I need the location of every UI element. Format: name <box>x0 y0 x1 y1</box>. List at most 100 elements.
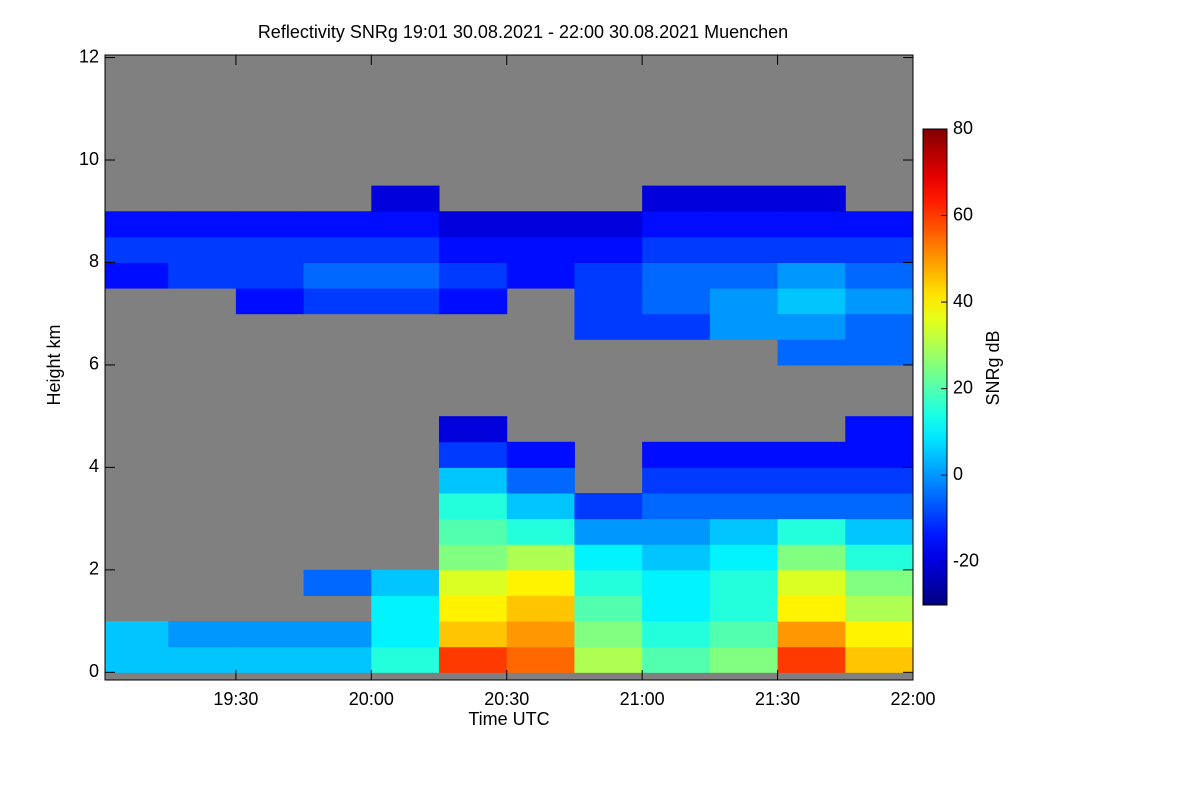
cell <box>105 646 169 673</box>
cell <box>168 211 237 238</box>
cell <box>439 441 508 468</box>
cell <box>845 544 913 571</box>
cell <box>845 569 913 596</box>
x-tick-label: 20:30 <box>484 689 529 709</box>
cell <box>777 493 846 520</box>
cell <box>642 262 711 289</box>
cell <box>845 595 913 622</box>
cell <box>709 288 779 315</box>
cell <box>371 569 440 596</box>
cell <box>777 313 846 340</box>
cell <box>439 416 508 443</box>
cell <box>439 621 508 648</box>
cell <box>168 621 237 648</box>
cell <box>371 185 440 212</box>
cell <box>709 595 779 622</box>
cell <box>235 262 305 289</box>
cell <box>709 646 779 673</box>
cell <box>506 646 575 673</box>
cell <box>371 262 440 289</box>
cell <box>777 441 846 468</box>
cell <box>642 569 711 596</box>
cell <box>506 595 575 622</box>
cell <box>845 416 913 443</box>
cell <box>642 595 711 622</box>
cell <box>777 467 846 494</box>
cell <box>777 339 846 366</box>
cell <box>371 288 440 315</box>
cell <box>439 236 508 263</box>
cell <box>709 441 779 468</box>
cell <box>371 646 440 673</box>
cell <box>574 288 643 315</box>
cell <box>303 262 372 289</box>
cell <box>709 518 779 545</box>
cell <box>506 236 575 263</box>
cell <box>303 621 372 648</box>
cell <box>642 441 711 468</box>
cell <box>574 595 643 622</box>
cell <box>574 646 643 673</box>
cell <box>168 236 237 263</box>
cell <box>642 518 711 545</box>
cell <box>845 262 913 289</box>
x-tick-label: 21:00 <box>620 689 665 709</box>
cell <box>506 544 575 571</box>
chart-title: Reflectivity SNRg 19:01 30.08.2021 - 22:… <box>258 22 788 42</box>
cell <box>845 493 913 520</box>
cell <box>574 621 643 648</box>
cell <box>777 518 846 545</box>
colorbar <box>922 128 948 606</box>
cell <box>439 544 508 571</box>
cell <box>709 262 779 289</box>
cell <box>777 288 846 315</box>
cell <box>303 646 372 673</box>
cell <box>168 646 237 673</box>
cell <box>105 236 169 263</box>
cell <box>506 621 575 648</box>
cell <box>777 262 846 289</box>
cell <box>235 621 305 648</box>
cell <box>439 595 508 622</box>
cell <box>168 262 237 289</box>
plot-frame <box>104 54 914 681</box>
cell <box>574 262 643 289</box>
y-tick-label: 8 <box>89 251 99 271</box>
y-tick-label: 12 <box>79 46 99 66</box>
cell <box>439 493 508 520</box>
cell <box>777 595 846 622</box>
cell <box>439 518 508 545</box>
y-tick-label: 6 <box>89 354 99 374</box>
cell <box>235 646 305 673</box>
y-tick-label: 10 <box>79 149 99 169</box>
cell <box>574 518 643 545</box>
x-axis-label: Time UTC <box>468 709 549 729</box>
cell <box>105 211 169 238</box>
cell <box>506 467 575 494</box>
cell <box>506 493 575 520</box>
cell <box>439 288 508 315</box>
cell <box>235 288 305 315</box>
cell <box>439 569 508 596</box>
x-tick-label: 21:30 <box>755 689 800 709</box>
cell <box>105 262 169 289</box>
y-axis-label: Height km <box>44 324 64 405</box>
cell <box>506 569 575 596</box>
cell <box>303 569 372 596</box>
cell <box>709 467 779 494</box>
cell <box>574 313 643 340</box>
cell <box>506 441 575 468</box>
cell <box>845 236 913 263</box>
cell <box>777 621 846 648</box>
cell <box>845 339 913 366</box>
cell <box>845 621 913 648</box>
cell <box>303 211 372 238</box>
colorbar-tick-label: -20 <box>953 550 979 570</box>
cell <box>574 236 643 263</box>
cell <box>105 621 169 648</box>
cell <box>709 569 779 596</box>
cell <box>506 262 575 289</box>
cell <box>574 569 643 596</box>
cell <box>235 236 305 263</box>
cell <box>845 441 913 468</box>
